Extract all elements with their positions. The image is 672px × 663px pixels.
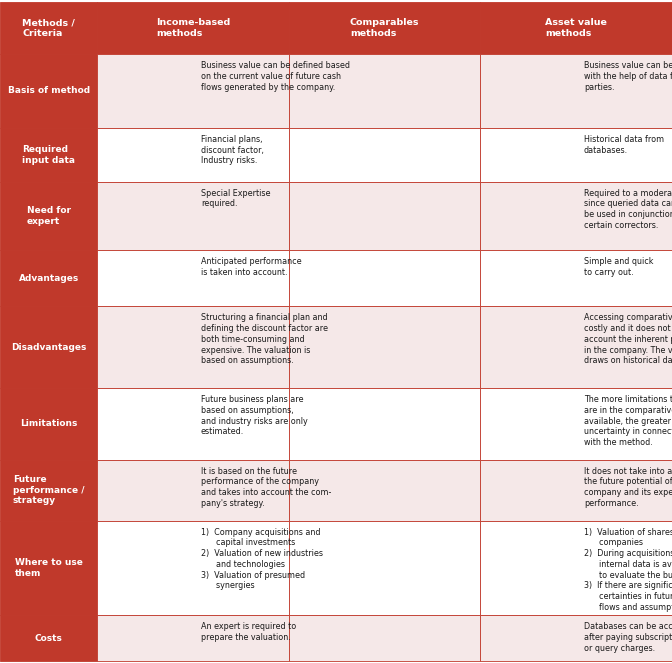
Bar (0, 182, 97, 251)
Bar (289, 520, 480, 615)
Bar (289, 388, 480, 459)
Bar (289, 306, 480, 388)
Bar (289, 2, 480, 54)
Text: Business value can be defined based
on the current value of future cash
flows ge: Business value can be defined based on t… (201, 61, 350, 91)
Text: Required to a moderate extent
since queried data can only
be used in conjunction: Required to a moderate extent since quer… (584, 188, 672, 230)
Bar (0, 459, 97, 520)
Text: Structuring a financial plan and
defining the discount factor are
both time-cons: Structuring a financial plan and definin… (201, 314, 328, 365)
Bar (97, 182, 289, 251)
Bar (0, 128, 97, 182)
Text: Comparables
methods: Comparables methods (350, 18, 419, 38)
Text: Limitations: Limitations (20, 419, 77, 428)
Bar (97, 615, 289, 661)
Bar (480, 2, 672, 54)
Text: Advantages: Advantages (19, 274, 79, 283)
Bar (289, 54, 480, 128)
Text: Historical data from
databases.: Historical data from databases. (584, 135, 664, 154)
Text: Accessing comparative data is
costly and it does not take into
account the inher: Accessing comparative data is costly and… (584, 314, 672, 365)
Text: 1)  Company acquisitions and
      capital investments
2)  Valuation of new indu: 1) Company acquisitions and capital inve… (201, 528, 323, 591)
Text: Need for
expert: Need for expert (27, 206, 71, 226)
Bar (480, 306, 672, 388)
Bar (480, 520, 672, 615)
Bar (97, 54, 289, 128)
Text: Where to use
them: Where to use them (15, 558, 83, 577)
Bar (0, 306, 97, 388)
Bar (480, 128, 672, 182)
Bar (97, 306, 289, 388)
Bar (289, 182, 480, 251)
Text: Anticipated performance
is taken into account.: Anticipated performance is taken into ac… (201, 257, 302, 277)
Bar (480, 251, 672, 306)
Text: Methods /
Criteria: Methods / Criteria (22, 18, 75, 38)
Text: Income-based
methods: Income-based methods (156, 18, 230, 38)
Text: Asset value
methods: Asset value methods (545, 18, 607, 38)
Text: 1)  Valuation of shares of listed
      companies
2)  During acquisitions, if no: 1) Valuation of shares of listed compani… (584, 528, 672, 612)
Bar (480, 459, 672, 520)
Bar (97, 128, 289, 182)
Bar (289, 128, 480, 182)
Bar (0, 2, 97, 54)
Bar (289, 251, 480, 306)
Bar (480, 54, 672, 128)
Text: Disadvantages: Disadvantages (11, 343, 87, 352)
Bar (0, 251, 97, 306)
Bar (289, 615, 480, 661)
Bar (97, 459, 289, 520)
Bar (0, 615, 97, 661)
Text: It is based on the future
performance of the company
and takes into account the : It is based on the future performance of… (201, 467, 331, 508)
Bar (97, 520, 289, 615)
Text: Special Expertise
required.: Special Expertise required. (201, 188, 270, 208)
Text: Future
performance /
strategy: Future performance / strategy (13, 475, 85, 505)
Bar (480, 615, 672, 661)
Text: Costs: Costs (35, 634, 62, 642)
Text: Future business plans are
based on assumptions,
and industry risks are only
esti: Future business plans are based on assum… (201, 395, 308, 436)
Text: An expert is required to
prepare the valuation.: An expert is required to prepare the val… (201, 622, 296, 642)
Text: Basis of method: Basis of method (7, 86, 90, 95)
Text: Simple and quick
to carry out.: Simple and quick to carry out. (584, 257, 653, 277)
Bar (289, 459, 480, 520)
Text: Required
input data: Required input data (22, 145, 75, 164)
Text: Business value can be assessed
with the help of data from third
parties.: Business value can be assessed with the … (584, 61, 672, 91)
Text: Databases can be accessed
after paying subscription fees
or query charges.: Databases can be accessed after paying s… (584, 622, 672, 652)
Text: It does not take into account
the future potential of the
company and its expect: It does not take into account the future… (584, 467, 672, 508)
Bar (0, 388, 97, 459)
Bar (0, 520, 97, 615)
Bar (0, 54, 97, 128)
Text: The more limitations there
are in the comparative data
available, the greater th: The more limitations there are in the co… (584, 395, 672, 447)
Bar (480, 182, 672, 251)
Bar (480, 388, 672, 459)
Bar (97, 251, 289, 306)
Bar (97, 388, 289, 459)
Bar (97, 2, 289, 54)
Text: Financial plans,
discount factor,
Industry risks.: Financial plans, discount factor, Indust… (201, 135, 263, 166)
